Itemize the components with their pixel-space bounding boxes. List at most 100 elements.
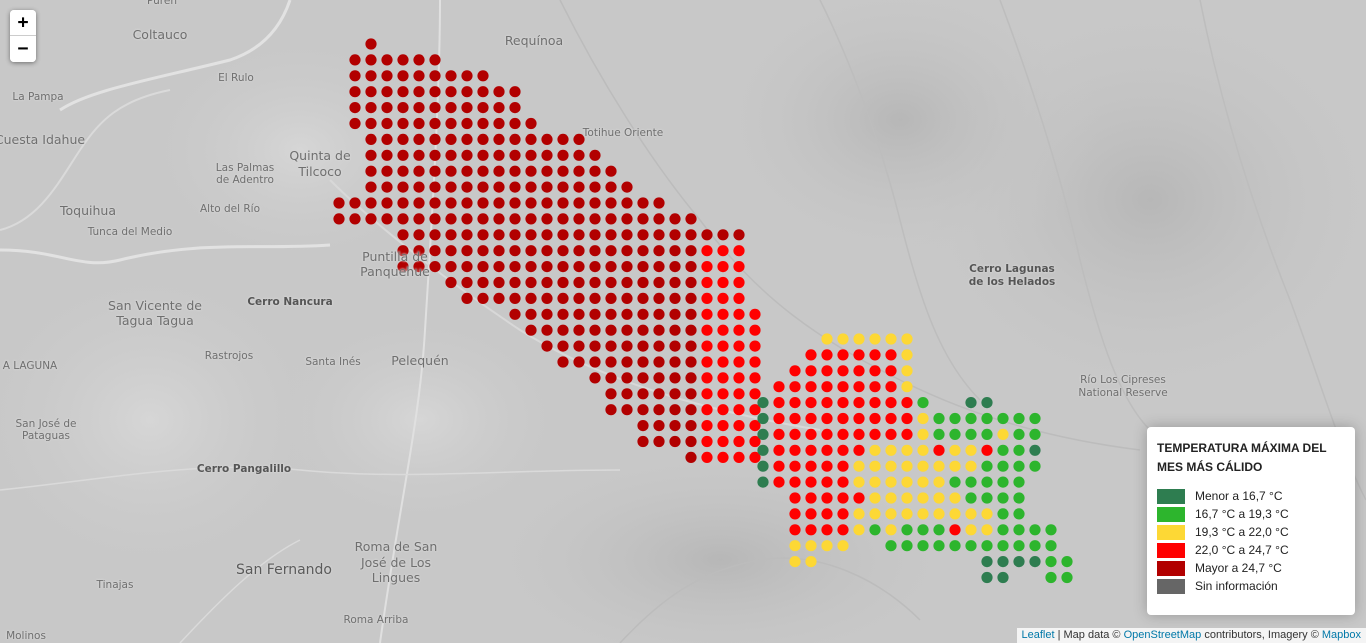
grid-cell[interactable] xyxy=(965,444,977,456)
grid-cell[interactable] xyxy=(653,340,665,352)
grid-cell[interactable] xyxy=(333,213,345,225)
grid-cell[interactable] xyxy=(965,492,977,504)
grid-cell[interactable] xyxy=(573,165,585,177)
grid-cell[interactable] xyxy=(965,524,977,536)
grid-cell[interactable] xyxy=(637,213,649,225)
zoom-in-button[interactable]: + xyxy=(10,10,36,36)
grid-cell[interactable] xyxy=(949,428,961,440)
grid-cell[interactable] xyxy=(509,213,521,225)
grid-cell[interactable] xyxy=(397,54,409,66)
grid-cell[interactable] xyxy=(429,70,441,82)
grid-cell[interactable] xyxy=(349,70,361,82)
grid-cell[interactable] xyxy=(733,356,745,368)
grid-cell[interactable] xyxy=(853,333,865,345)
grid-cell[interactable] xyxy=(573,149,585,161)
grid-cell[interactable] xyxy=(349,213,361,225)
grid-cell[interactable] xyxy=(749,420,761,432)
grid-cell[interactable] xyxy=(397,261,409,273)
grid-cell[interactable] xyxy=(685,435,697,448)
grid-cell[interactable] xyxy=(621,324,633,336)
grid-cell[interactable] xyxy=(981,508,993,520)
grid-cell[interactable] xyxy=(853,412,865,425)
grid-cell[interactable] xyxy=(1013,556,1025,568)
grid-cell[interactable] xyxy=(885,508,897,520)
grid-cell[interactable] xyxy=(525,308,537,320)
grid-cell[interactable] xyxy=(493,245,505,257)
grid-cell[interactable] xyxy=(509,229,521,241)
grid-cell[interactable] xyxy=(493,229,505,241)
grid-cell[interactable] xyxy=(789,492,801,504)
grid-cell[interactable] xyxy=(413,261,425,273)
grid-cell[interactable] xyxy=(1029,556,1041,568)
grid-cell[interactable] xyxy=(717,356,729,368)
grid-cell[interactable] xyxy=(413,133,425,145)
grid-cell[interactable] xyxy=(653,229,665,241)
grid-cell[interactable] xyxy=(509,308,521,320)
grid-cell[interactable] xyxy=(557,276,569,289)
grid-cell[interactable] xyxy=(525,197,537,209)
grid-cell[interactable] xyxy=(733,276,745,289)
grid-cell[interactable] xyxy=(917,460,929,472)
grid-cell[interactable] xyxy=(669,261,681,273)
grid-cell[interactable] xyxy=(669,229,681,241)
grid-cell[interactable] xyxy=(397,229,409,241)
grid-cell[interactable] xyxy=(461,181,473,193)
grid-cell[interactable] xyxy=(381,117,393,130)
grid-cell[interactable] xyxy=(573,276,585,289)
grid-cell[interactable] xyxy=(701,356,713,368)
grid-cell[interactable] xyxy=(1013,524,1025,536)
grid-cell[interactable] xyxy=(821,524,833,536)
grid-cell[interactable] xyxy=(981,460,993,472)
grid-cell[interactable] xyxy=(1045,571,1057,584)
grid-cell[interactable] xyxy=(637,245,649,257)
grid-cell[interactable] xyxy=(733,245,745,257)
grid-cell[interactable] xyxy=(573,308,585,320)
grid-cell[interactable] xyxy=(717,435,729,448)
grid-cell[interactable] xyxy=(573,245,585,257)
grid-cell[interactable] xyxy=(541,149,553,161)
grid-cell[interactable] xyxy=(901,524,913,536)
grid-cell[interactable] xyxy=(821,381,833,393)
grid-cell[interactable] xyxy=(493,117,505,130)
grid-cell[interactable] xyxy=(853,460,865,472)
grid-cell[interactable] xyxy=(525,117,537,130)
grid-cell[interactable] xyxy=(605,388,617,400)
grid-cell[interactable] xyxy=(701,324,713,336)
grid-cell[interactable] xyxy=(997,540,1009,552)
grid-cell[interactable] xyxy=(685,261,697,273)
grid-cell[interactable] xyxy=(493,213,505,225)
grid-cell[interactable] xyxy=(445,181,457,193)
grid-cell[interactable] xyxy=(637,388,649,400)
grid-cell[interactable] xyxy=(525,324,537,336)
grid-cell[interactable] xyxy=(757,412,769,425)
grid-cell[interactable] xyxy=(413,102,425,114)
grid-cell[interactable] xyxy=(757,428,769,440)
grid-cell[interactable] xyxy=(933,540,945,552)
grid-cell[interactable] xyxy=(901,492,913,504)
grid-cell[interactable] xyxy=(773,460,785,472)
grid-cell[interactable] xyxy=(541,261,553,273)
grid-cell[interactable] xyxy=(381,197,393,209)
grid-cell[interactable] xyxy=(429,102,441,114)
grid-cell[interactable] xyxy=(621,308,633,320)
grid-cell[interactable] xyxy=(885,460,897,472)
grid-cell[interactable] xyxy=(541,197,553,209)
grid-cell[interactable] xyxy=(701,340,713,352)
grid-cell[interactable] xyxy=(821,460,833,472)
grid-cell[interactable] xyxy=(733,229,745,241)
grid-cell[interactable] xyxy=(445,165,457,177)
grid-cell[interactable] xyxy=(949,476,961,488)
grid-cell[interactable] xyxy=(773,476,785,488)
grid-cell[interactable] xyxy=(901,349,913,361)
grid-cell[interactable] xyxy=(917,508,929,520)
grid-cell[interactable] xyxy=(805,397,817,409)
grid-cell[interactable] xyxy=(669,292,681,304)
grid-cell[interactable] xyxy=(413,245,425,257)
grid-cell[interactable] xyxy=(701,229,713,241)
grid-cell[interactable] xyxy=(981,428,993,440)
grid-cell[interactable] xyxy=(773,381,785,393)
grid-cell[interactable] xyxy=(789,397,801,409)
grid-cell[interactable] xyxy=(637,372,649,384)
grid-cell[interactable] xyxy=(805,540,817,552)
